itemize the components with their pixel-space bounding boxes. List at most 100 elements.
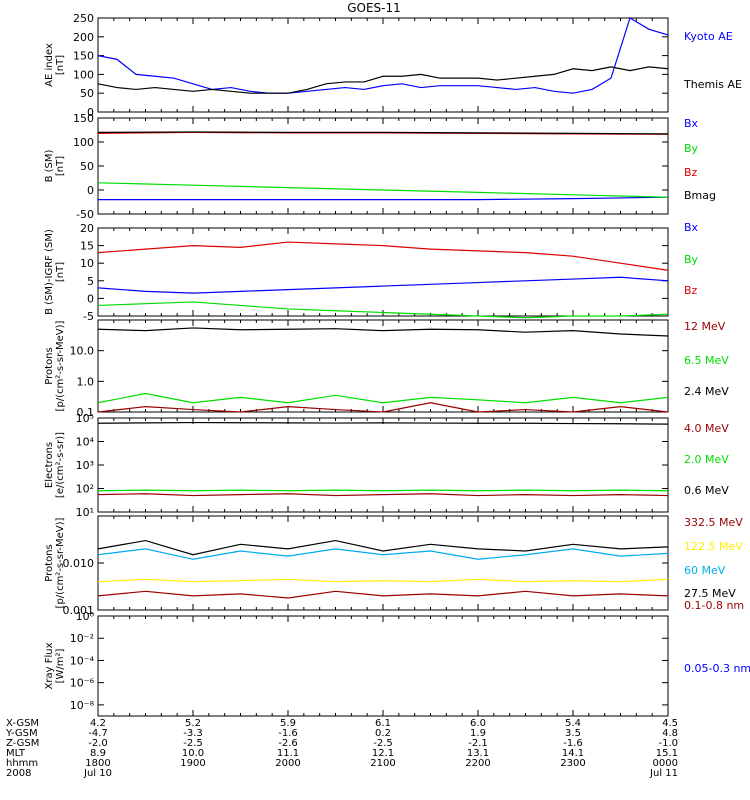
footer-value: -2.5 — [183, 738, 203, 749]
footer-value: 1800 — [85, 758, 110, 769]
footer-value: 15.1 — [656, 748, 678, 759]
panel-3: -5 0 5 10 15 20 B (SM)-IGRF (SM)[nT] Bx By Bz — [44, 221, 699, 323]
legend-entry: Kyoto AE — [684, 30, 733, 43]
footer-value: 2300 — [560, 758, 585, 769]
legend-entry: 60 MeV — [684, 564, 726, 577]
series-line-6-3 — [97, 548, 669, 560]
footer-value: 5.2 — [185, 718, 201, 729]
y-tick-label: 250 — [73, 12, 94, 25]
panel-7: 10⁻⁸ 10⁻⁶ 10⁻⁴ 10⁻² 10⁰ Xray Flux[W/m²] 0.1-0.… — [44, 599, 750, 717]
panel-frame — [97, 17, 669, 113]
legend-entry: 27.5 MeV — [684, 587, 736, 600]
footer-value: 0000 — [653, 758, 678, 769]
series-line-6-1 — [97, 590, 669, 599]
footer-value: 5.9 — [280, 718, 296, 729]
y-axis-label: Protons[p/(cm²-s-sr-MeV)] — [44, 320, 66, 411]
footer-value: 2100 — [370, 758, 395, 769]
y-tick-label: 10² — [76, 483, 94, 496]
plot-title: GOES-11 — [347, 1, 401, 15]
footer-value: 1900 — [180, 758, 205, 769]
series-line-2-1 — [98, 196, 669, 201]
panel-2: -50 0 50 100 150 B (SM)[nT] Bx By Bz Bmag — [44, 112, 716, 221]
y-tick-label: 100 — [73, 136, 94, 149]
y-tick-label: 50 — [80, 87, 94, 100]
y-tick-label: 0 — [87, 184, 94, 197]
y-tick-label: 0 — [87, 106, 94, 119]
legend-entry: Bx — [684, 221, 699, 234]
y-tick-label: 150 — [73, 112, 94, 125]
footer-value: 0.2 — [375, 728, 391, 739]
y-tick-label: 0 — [87, 292, 94, 305]
y-tick-label: -50 — [76, 208, 94, 221]
footer-value: 3.5 — [565, 728, 581, 739]
footer-value: -4.7 — [88, 728, 108, 739]
series-line-5-1 — [97, 493, 669, 497]
y-tick-label: 15 — [80, 240, 94, 253]
footer-value: 6.1 — [375, 718, 391, 729]
footer-value: 1.9 — [470, 728, 486, 739]
footer-value: -1.6 — [563, 738, 583, 749]
series-line-3-1 — [97, 276, 669, 294]
footer-value: 12.1 — [372, 748, 394, 759]
legend-entry: Themis AE — [683, 78, 742, 91]
legend-entry: 0.1-0.8 nm — [684, 599, 744, 612]
footer-row-label: X-GSM — [6, 718, 39, 729]
panel-4: 0.1 1.0 10.0 Protons[p/(cm²-s-sr-MeV)] 12 Me… — [44, 319, 729, 419]
legend-entry: 6.5 MeV — [684, 354, 729, 367]
footer-value: -2.0 — [88, 738, 108, 749]
footer-value: -1.0 — [658, 738, 678, 749]
y-tick-label: 10³ — [76, 459, 94, 472]
footer-value: 4.5 — [662, 718, 678, 729]
y-axis-label: B (SM)[nT] — [44, 149, 66, 182]
y-axis-label: B (SM)-IGRF (SM)[nT] — [44, 229, 66, 315]
footer-row-label: Y-GSM — [5, 728, 38, 739]
footer-value: -2.6 — [278, 738, 298, 749]
series-line-4-3 — [97, 327, 669, 337]
y-tick-label: 10⁻⁴ — [70, 654, 95, 667]
y-tick-label: 0.1 — [77, 406, 95, 419]
footer-value: 14.1 — [562, 748, 584, 759]
series-line-3-3 — [97, 241, 669, 271]
legend-entry: Bz — [684, 284, 698, 297]
y-tick-label: 20 — [80, 222, 94, 235]
series-line-2-2 — [97, 182, 669, 198]
series-line-4-2 — [97, 392, 669, 404]
series-line-3-2 — [97, 301, 669, 319]
footer-value: 10.0 — [182, 748, 204, 759]
footer-value: 8.9 — [90, 748, 106, 759]
footer-value: 11.1 — [277, 748, 299, 759]
y-tick-label: 0.010 — [63, 557, 95, 570]
y-tick-label: 10.0 — [70, 345, 95, 358]
y-tick-label: 10¹ — [76, 506, 94, 519]
y-axis-label: Protons[p/(cm²-s-sr-MeV)] — [44, 517, 66, 608]
footer-row-label: MLT — [6, 748, 26, 759]
legend-entry: 4.0 MeV — [684, 422, 729, 435]
footer-value: 4.8 — [662, 728, 678, 739]
y-tick-label: 100 — [73, 68, 94, 81]
footer-value: 2000 — [275, 758, 300, 769]
y-tick-label: 10⁴ — [76, 436, 95, 449]
y-axis-label: Electrons[e/(cm²-s-sr)] — [44, 432, 66, 498]
y-tick-label: -5 — [83, 310, 94, 323]
y-tick-label: 10⁻² — [70, 632, 94, 645]
footer-value: 5.4 — [565, 718, 581, 729]
legend-entry: Bx — [684, 117, 699, 130]
series-line-4-1 — [97, 402, 669, 413]
footer-value: 4.2 — [90, 718, 106, 729]
legend-entry: 12 MeV — [684, 320, 726, 333]
panel-frame — [97, 615, 669, 717]
y-tick-label: 10⁻⁶ — [70, 677, 95, 690]
footer-value: -3.3 — [183, 728, 203, 739]
legend-entry: 332.5 MeV — [684, 516, 743, 529]
footer-row-label: Z-GSM — [6, 738, 39, 749]
y-tick-label: 1.0 — [77, 375, 95, 388]
series-line-1-1 — [97, 17, 669, 94]
legend-entry: Bz — [684, 166, 698, 179]
legend-entry: 2.0 MeV — [684, 453, 729, 466]
footer-value: -2.1 — [468, 738, 488, 749]
y-tick-label: 10⁵ — [76, 412, 94, 425]
footer-value: 13.1 — [467, 748, 489, 759]
series-line-5-3 — [97, 421, 669, 425]
series-line-6-2 — [97, 578, 669, 583]
